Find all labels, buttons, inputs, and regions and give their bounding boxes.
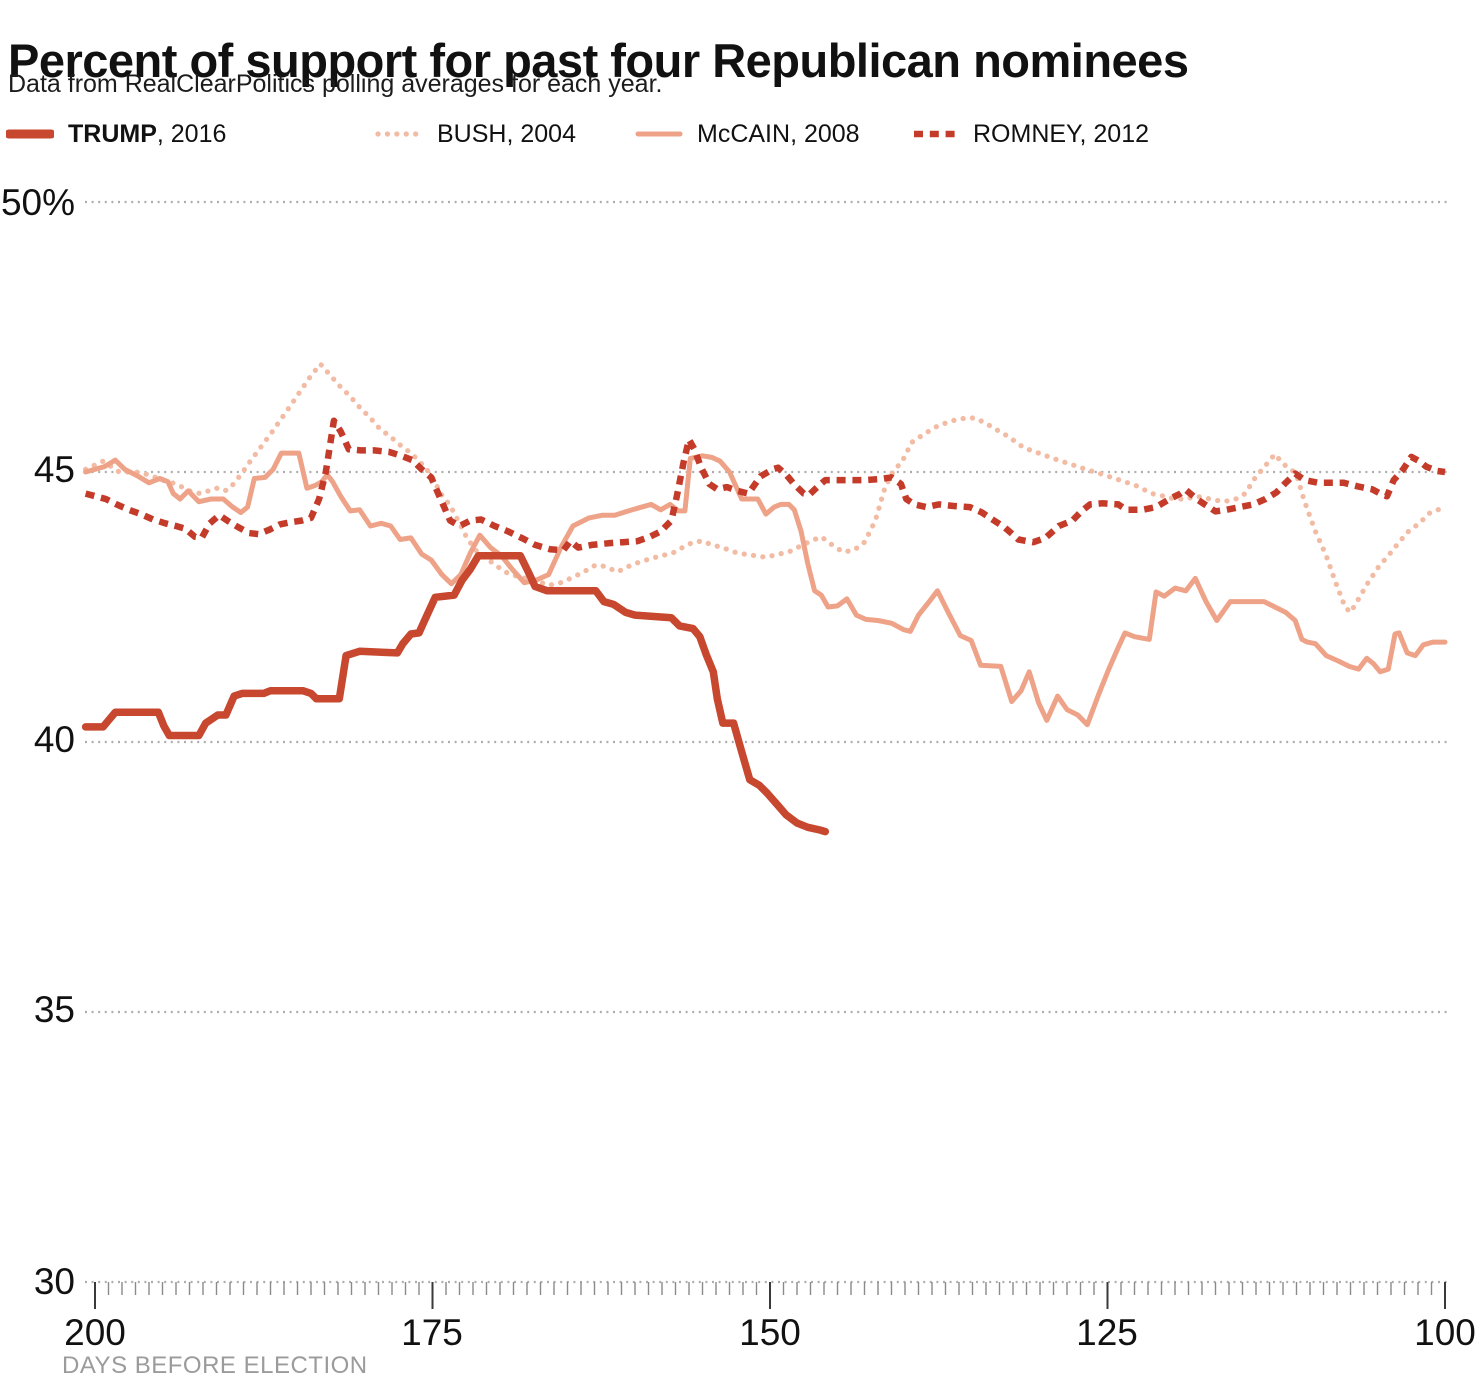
chart-subtitle: Data from RealClearPolitics polling aver… [8, 70, 663, 98]
legend-label-trump: TRUMP, 2016 [68, 120, 226, 149]
legend-name: ROMNEY [973, 119, 1080, 148]
y-tick-35: 35 [33, 989, 75, 1030]
legend-label-mccain: McCAIN, 2008 [697, 120, 860, 149]
chart-legend: TRUMP, 2016 BUSH, 2004 McCAIN, 2008 ROMN… [0, 116, 1484, 152]
x-axis-title: DAYS BEFORE ELECTION [62, 1352, 368, 1379]
legend-name: McCAIN [697, 119, 791, 148]
legend-year: , 2016 [156, 119, 227, 148]
x-tick-100: 100 [1414, 1312, 1476, 1353]
legend-year: , 2012 [1079, 119, 1150, 148]
legend-item-bush: BUSH, 2004 [375, 116, 576, 152]
series-line-bush [82, 361, 1448, 616]
x-tick-200: 200 [64, 1312, 126, 1353]
x-tick-150: 150 [739, 1312, 801, 1353]
y-tick-50: 50% [0, 182, 75, 223]
legend-label-bush: BUSH, 2004 [437, 120, 576, 149]
legend-item-trump: TRUMP, 2016 [6, 116, 226, 152]
x-tick-175: 175 [401, 1312, 463, 1353]
y-tick-30: 30 [33, 1261, 75, 1302]
series-line-trump [81, 551, 830, 836]
mccain-line-swatch [635, 131, 683, 137]
romney-line-swatch [914, 130, 956, 138]
legend-item-mccain: McCAIN, 2008 [635, 116, 860, 152]
legend-name: TRUMP [68, 119, 157, 148]
x-tick-125: 125 [1076, 1312, 1138, 1353]
page-title: Percent of support for past four Republi… [8, 34, 1189, 88]
trump-line-swatch [6, 129, 54, 139]
legend-item-romney: ROMNEY, 2012 [911, 116, 1149, 152]
y-tick-40: 40 [33, 719, 75, 760]
legend-year: , 2008 [790, 119, 860, 148]
legend-year: , 2004 [506, 119, 576, 148]
bush-line-swatch [375, 131, 423, 137]
series-line-romney [84, 417, 1446, 554]
y-tick-45: 45 [33, 449, 75, 490]
series-line-mccain [83, 450, 1448, 728]
legend-name: BUSH [437, 119, 507, 148]
legend-label-romney: ROMNEY, 2012 [973, 120, 1149, 149]
